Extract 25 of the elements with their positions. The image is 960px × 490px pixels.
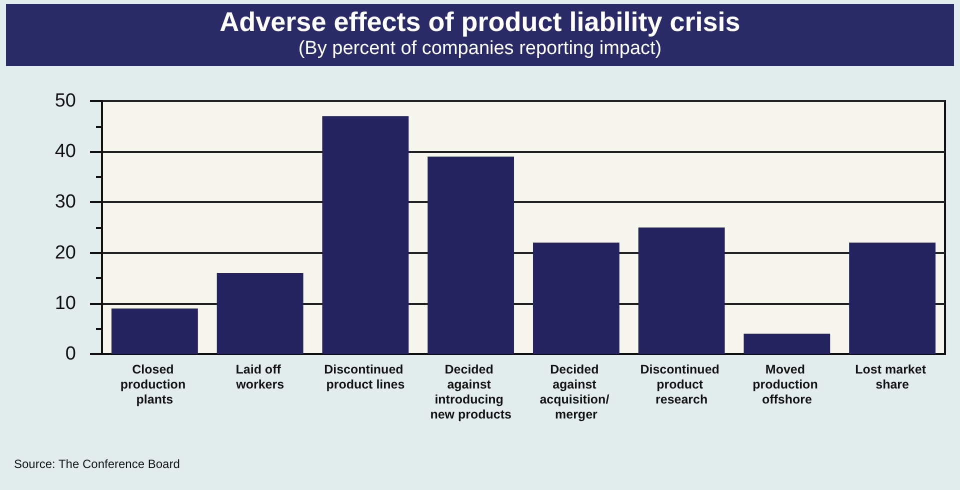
x-tick-label: Decided against introducing new products — [430, 362, 512, 422]
x-tick-label: Lost market share — [855, 362, 930, 392]
x-tick-label: Closed production plants — [120, 362, 190, 406]
y-tick-label: 40 — [54, 141, 76, 162]
chart-subtitle: (By percent of companies reporting impact) — [297, 38, 663, 60]
x-tick-label: Discontinued product research — [640, 362, 723, 406]
chart-title: Adverse effects of product liability crisis — [218, 6, 742, 38]
bar — [532, 242, 620, 354]
x-tick-label: Decided against acquisition/ merger — [540, 362, 613, 422]
y-tick-label: 20 — [54, 242, 76, 264]
bar — [322, 116, 409, 354]
bar — [216, 273, 304, 354]
bar — [638, 228, 725, 354]
source-note: Source: The Conference Board — [14, 457, 180, 471]
bar — [849, 242, 936, 354]
y-tick-label: 0 — [65, 344, 76, 364]
bar — [744, 334, 830, 354]
bar — [111, 308, 198, 354]
x-tick-label: Moved production offshore — [752, 362, 822, 406]
x-tick-label: Discontinued product lines — [324, 362, 407, 392]
y-tick-label: 10 — [54, 292, 76, 314]
y-tick-label: 30 — [54, 192, 76, 213]
x-tick-label: Laid off workers — [235, 362, 284, 392]
bar — [428, 156, 514, 354]
y-tick-label: 50 — [54, 90, 76, 112]
